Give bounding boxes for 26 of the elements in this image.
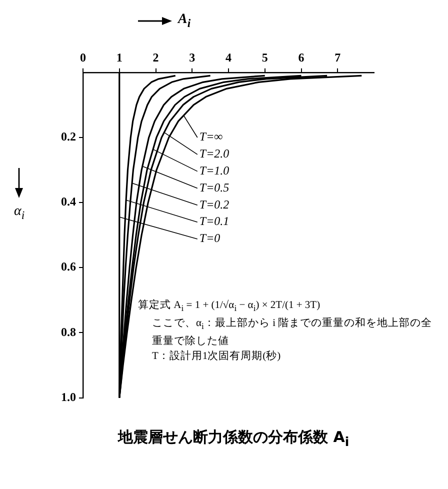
legend-label: T=1.0 bbox=[199, 163, 230, 178]
x-tick-label: 7 bbox=[334, 50, 341, 64]
text: 地震層せん断力係数の分布係数 A$_{i}$ bbox=[118, 428, 350, 449]
text: T=0.1 bbox=[199, 214, 230, 228]
legend-label: T=∞ bbox=[199, 130, 224, 144]
y-tick-label: 1.0 bbox=[61, 390, 76, 404]
annotation: ここで、α$_{i}$：最上部から i 階までの重量の和を地上部の全重量で除した値 bbox=[151, 316, 433, 350]
y-tick-label: 0.8 bbox=[61, 324, 76, 339]
text: T=0 bbox=[199, 231, 220, 246]
annotation: T：設計用1次固有周期(秒) bbox=[151, 349, 282, 364]
text: T=0.5 bbox=[199, 180, 230, 194]
y-tick-label: 0.6 bbox=[61, 260, 76, 274]
annotation: 算定式 A$_{i}$ = 1 + (1/√α$_{i}$ − α$_{i}$) × 2T/(1 + 3T) bbox=[138, 298, 322, 316]
text: T=0.2 bbox=[199, 197, 230, 212]
y-tick-label: 0.2 bbox=[61, 130, 76, 144]
y-axis-title: α$_{i}$ bbox=[14, 204, 25, 222]
x-tick-label: 5 bbox=[262, 50, 268, 64]
x-tick-label: 4 bbox=[226, 50, 232, 64]
y-tick-label: 0.4 bbox=[61, 194, 76, 209]
x-axis-title: A$_{i}$ bbox=[178, 12, 191, 30]
x-tick-label: 2 bbox=[152, 50, 159, 64]
x-tick-label: 1 bbox=[116, 50, 122, 64]
x-tick-label: 6 bbox=[298, 50, 304, 64]
x-tick-label: 3 bbox=[189, 50, 196, 64]
x-tick-label: 0 bbox=[80, 50, 86, 64]
legend-label: T=2.0 bbox=[199, 146, 230, 161]
